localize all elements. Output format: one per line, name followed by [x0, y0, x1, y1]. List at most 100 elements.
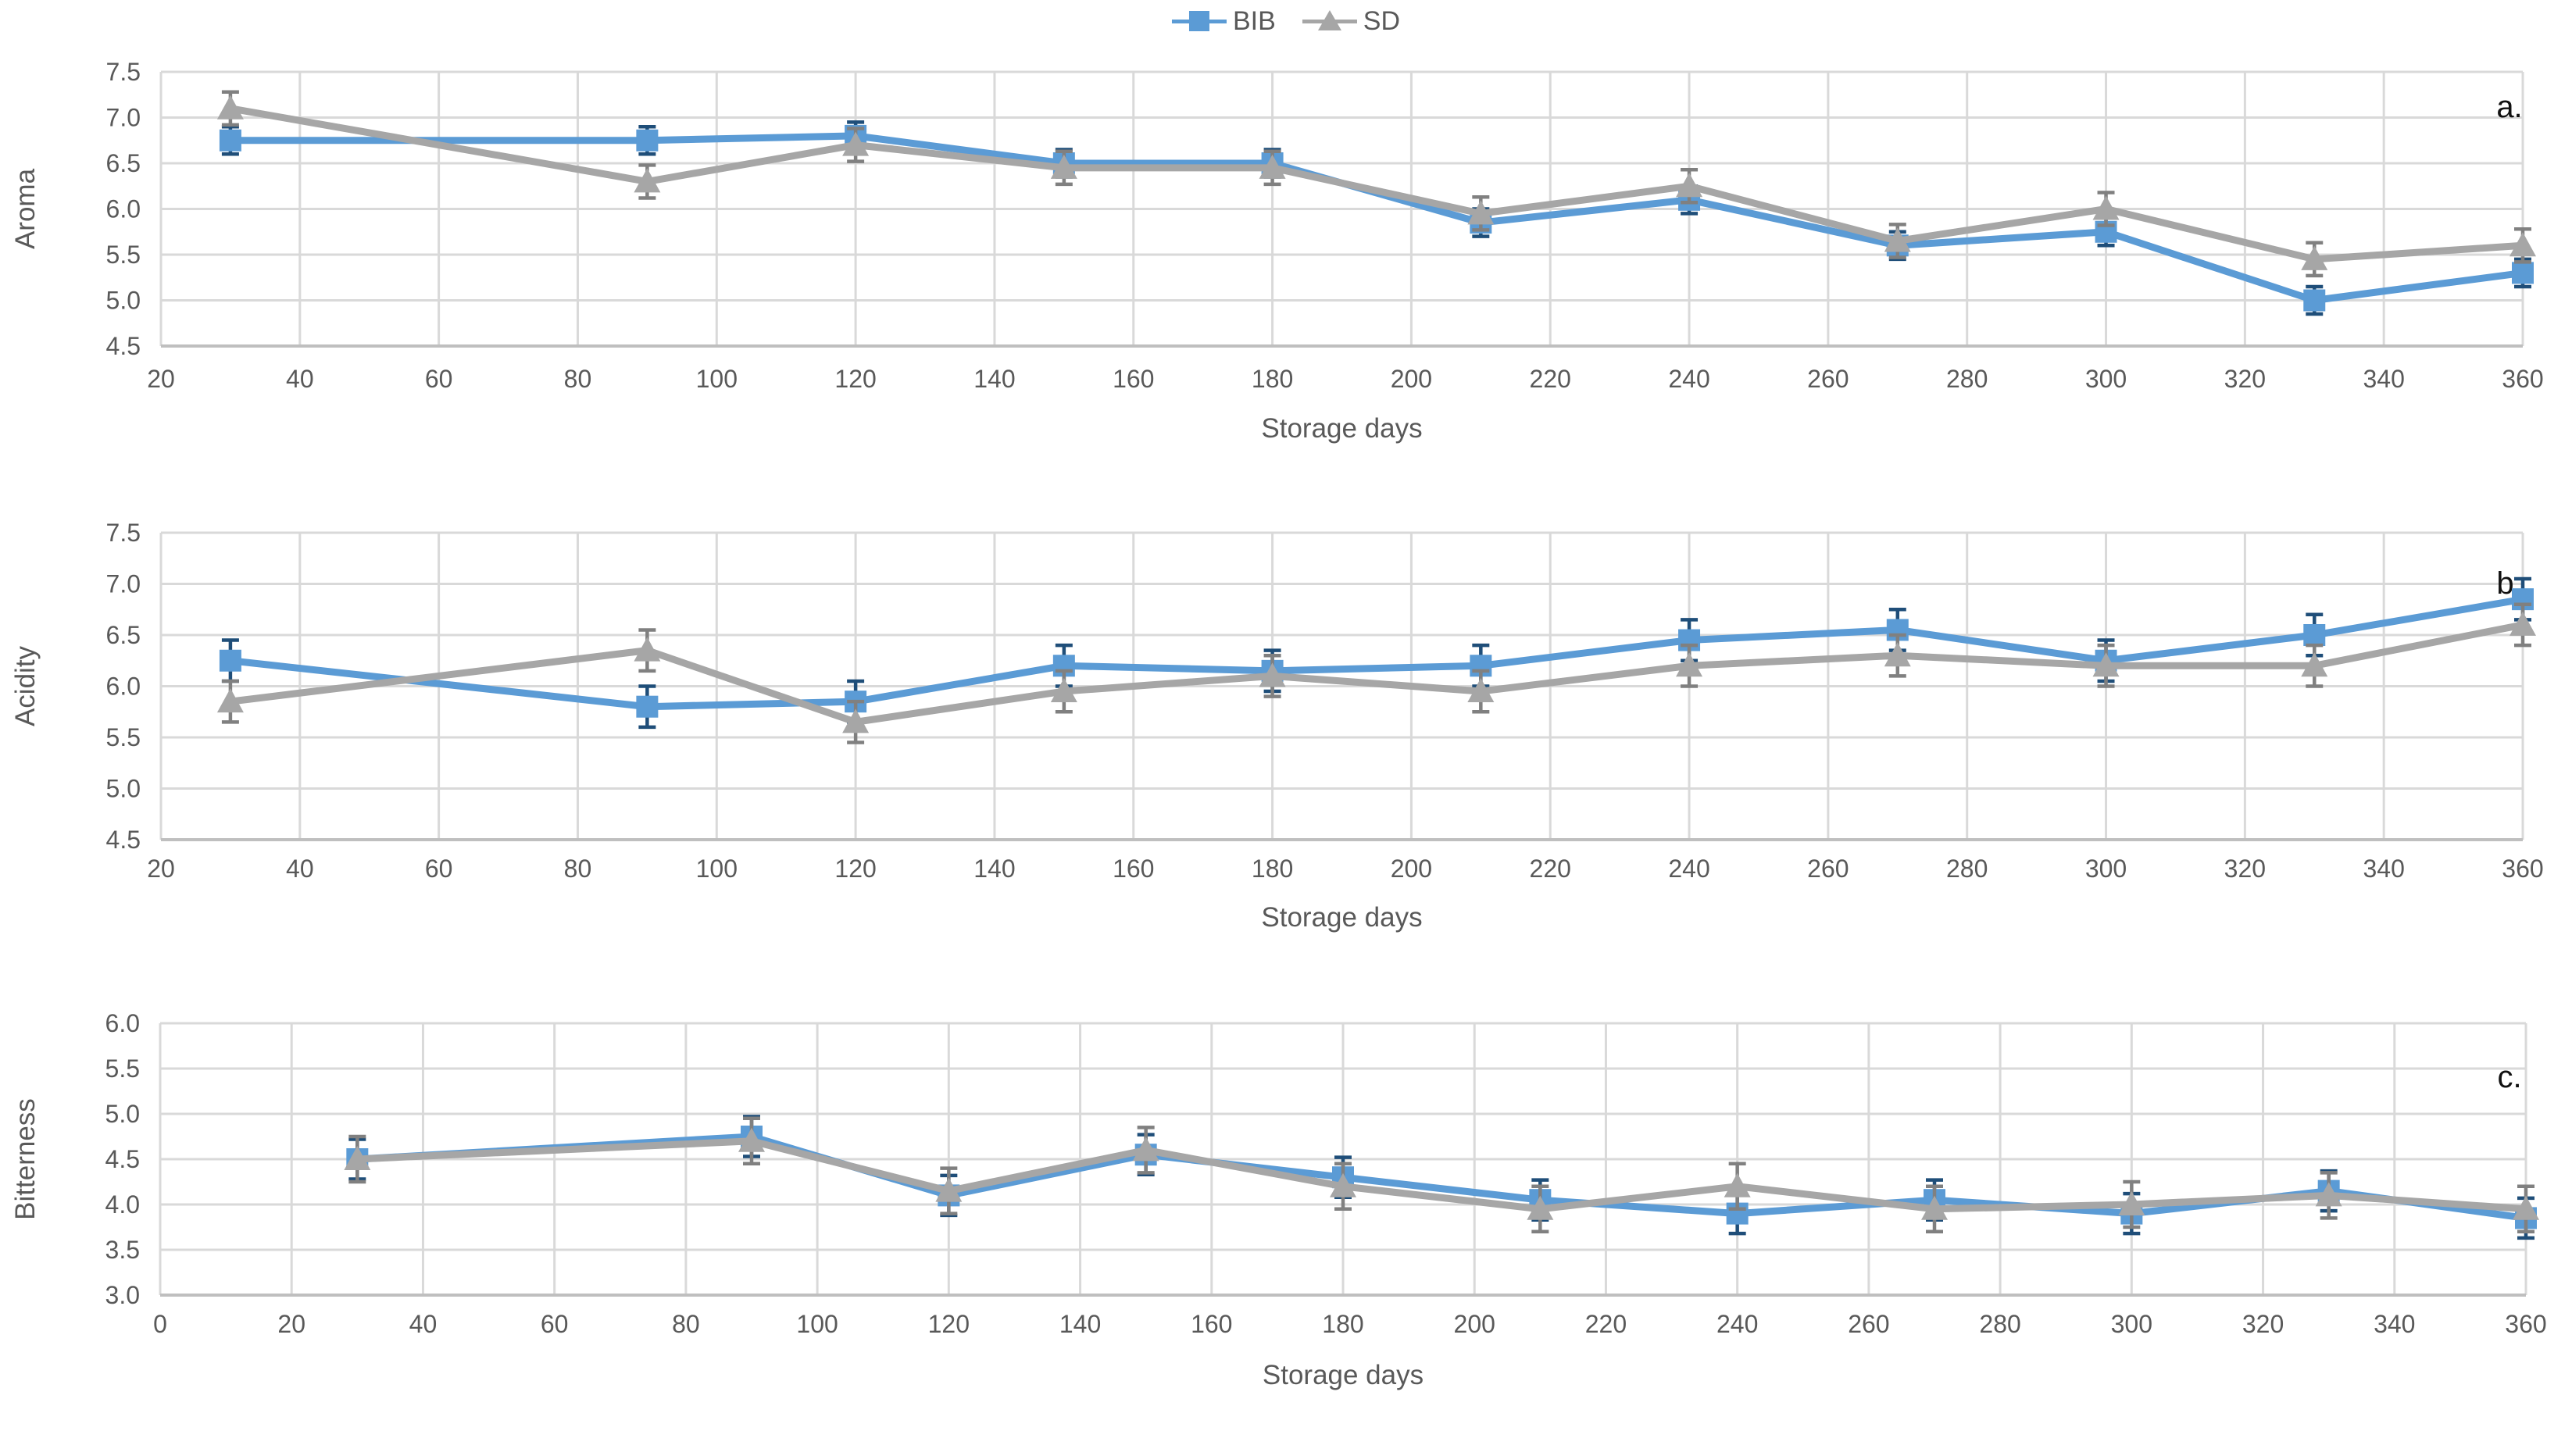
- svg-text:220: 220: [1530, 365, 1571, 393]
- bib-marker-icon: [1171, 8, 1227, 34]
- svg-text:5.5: 5.5: [106, 241, 141, 269]
- svg-text:6.0: 6.0: [106, 195, 141, 223]
- svg-text:180: 180: [1252, 365, 1293, 393]
- svg-text:140: 140: [973, 365, 1015, 393]
- sd-series: [216, 602, 2536, 744]
- legend-item-bib: BIB: [1171, 6, 1276, 36]
- svg-text:200: 200: [1391, 365, 1432, 393]
- legend-label-bib: BIB: [1232, 6, 1276, 36]
- svg-text:60: 60: [425, 365, 453, 393]
- sd-marker-icon: [1302, 8, 1357, 34]
- svg-text:120: 120: [834, 855, 876, 883]
- aroma-chart-panel: 20 40 60 80 100 120 140 160 180 200 220 240 260 280 30…: [0, 0, 2572, 484]
- x-tick-labels: 20 40 60 80 100 120 140 160 180 200 220 240 260 280 30…: [147, 855, 2543, 883]
- sd-line: [230, 105, 2524, 263]
- gridlines: [159, 70, 2524, 348]
- svg-text:340: 340: [2374, 1310, 2415, 1338]
- svg-text:60: 60: [541, 1310, 569, 1338]
- svg-text:40: 40: [409, 1310, 438, 1338]
- svg-text:6.5: 6.5: [106, 621, 141, 649]
- svg-text:4.0: 4.0: [105, 1190, 140, 1219]
- svg-text:80: 80: [564, 365, 592, 393]
- svg-text:5.0: 5.0: [105, 1100, 140, 1128]
- svg-text:160: 160: [1191, 1310, 1232, 1338]
- svg-text:320: 320: [2224, 365, 2266, 393]
- svg-text:4.5: 4.5: [106, 332, 141, 360]
- svg-text:0: 0: [153, 1310, 167, 1338]
- bitterness-chart-panel: 0 20 40 60 80 100 120 140 160 180 200 220 240 260 280 3…: [0, 969, 2572, 1452]
- svg-text:3.5: 3.5: [105, 1236, 140, 1264]
- svg-text:280: 280: [1946, 855, 1988, 883]
- bib-series: [219, 120, 2534, 316]
- svg-text:7.5: 7.5: [106, 58, 141, 86]
- svg-text:6.0: 6.0: [106, 673, 141, 701]
- chart-svg-c: 0 20 40 60 80 100 120 140 160 180 200 220 240 260 280 3…: [10, 1009, 2547, 1390]
- svg-text:5.0: 5.0: [106, 775, 141, 803]
- chart-svg-b: 20 40 60 80 100 120 140 160 180 200 220 240 260 280 30…: [10, 519, 2544, 933]
- bib-error-bars: [221, 120, 2531, 316]
- panel-letter: c.: [2497, 1060, 2521, 1094]
- svg-text:240: 240: [1668, 365, 1709, 393]
- svg-text:180: 180: [1252, 855, 1293, 883]
- sd-markers: [216, 95, 2536, 270]
- legend-label-sd: SD: [1363, 6, 1401, 36]
- svg-text:220: 220: [1585, 1310, 1627, 1338]
- svg-text:260: 260: [1807, 855, 1849, 883]
- bib-markers: [219, 588, 2534, 718]
- x-tick-labels: 0 20 40 60 80 100 120 140 160 180 200 220 240 260 280 3…: [153, 1310, 2547, 1338]
- x-axis-title: Storage days: [1261, 902, 1422, 933]
- svg-text:300: 300: [2085, 365, 2127, 393]
- svg-text:340: 340: [2363, 855, 2404, 883]
- svg-text:300: 300: [2085, 855, 2127, 883]
- y-axis-title: Bitterness: [10, 1098, 41, 1220]
- sd-error-bars: [221, 90, 2531, 278]
- gridlines: [159, 531, 2524, 841]
- bib-series: [219, 576, 2534, 730]
- svg-text:120: 120: [928, 1310, 970, 1338]
- svg-text:6.0: 6.0: [105, 1009, 140, 1037]
- svg-text:280: 280: [1979, 1310, 2020, 1338]
- y-axis-title: Aroma: [10, 168, 41, 249]
- svg-text:4.5: 4.5: [105, 1145, 140, 1173]
- legend-item-sd: SD: [1302, 8, 1400, 34]
- svg-text:7.0: 7.0: [106, 104, 141, 132]
- y-axis-title: Acidity: [10, 645, 41, 726]
- sd-error-bars: [348, 1116, 2534, 1234]
- x-axis-title: Storage days: [1263, 1360, 1424, 1390]
- svg-text:180: 180: [1322, 1310, 1363, 1338]
- x-tick-labels: 20 40 60 80 100 120 140 160 180 200 220 240 260 280 30…: [147, 365, 2543, 393]
- svg-text:280: 280: [1946, 365, 1988, 393]
- svg-text:60: 60: [425, 855, 453, 883]
- sd-series: [216, 90, 2536, 278]
- svg-text:40: 40: [286, 855, 314, 883]
- y-tick-labels: 7.5 7.0 6.5 6.0 5.5 5.0 4.5: [106, 58, 141, 360]
- svg-text:5.5: 5.5: [106, 723, 141, 751]
- sd-line: [357, 1137, 2527, 1213]
- bib-line: [230, 595, 2524, 711]
- svg-text:120: 120: [834, 365, 876, 393]
- svg-text:40: 40: [286, 365, 314, 393]
- svg-text:140: 140: [1059, 1310, 1101, 1338]
- y-tick-labels: 7.5 7.0 6.5 6.0 5.5 5.0 4.5: [106, 519, 141, 854]
- svg-text:7.5: 7.5: [106, 519, 141, 547]
- svg-text:160: 160: [1113, 365, 1154, 393]
- svg-text:240: 240: [1716, 1310, 1758, 1338]
- svg-text:340: 340: [2363, 365, 2404, 393]
- svg-text:360: 360: [2502, 365, 2543, 393]
- svg-text:100: 100: [696, 855, 738, 883]
- svg-text:320: 320: [2224, 855, 2266, 883]
- sd-markers: [216, 611, 2536, 733]
- svg-text:240: 240: [1668, 855, 1709, 883]
- svg-text:5.0: 5.0: [106, 287, 141, 315]
- svg-text:100: 100: [696, 365, 738, 393]
- bib-line: [357, 1133, 2527, 1222]
- bib-line: [230, 132, 2524, 305]
- sd-line: [230, 621, 2524, 726]
- svg-text:4.5: 4.5: [106, 826, 141, 854]
- svg-text:20: 20: [277, 1310, 305, 1338]
- svg-text:5.5: 5.5: [105, 1055, 140, 1083]
- svg-text:100: 100: [796, 1310, 838, 1338]
- svg-text:6.5: 6.5: [106, 149, 141, 177]
- svg-text:20: 20: [147, 855, 175, 883]
- sd-series: [344, 1116, 2539, 1234]
